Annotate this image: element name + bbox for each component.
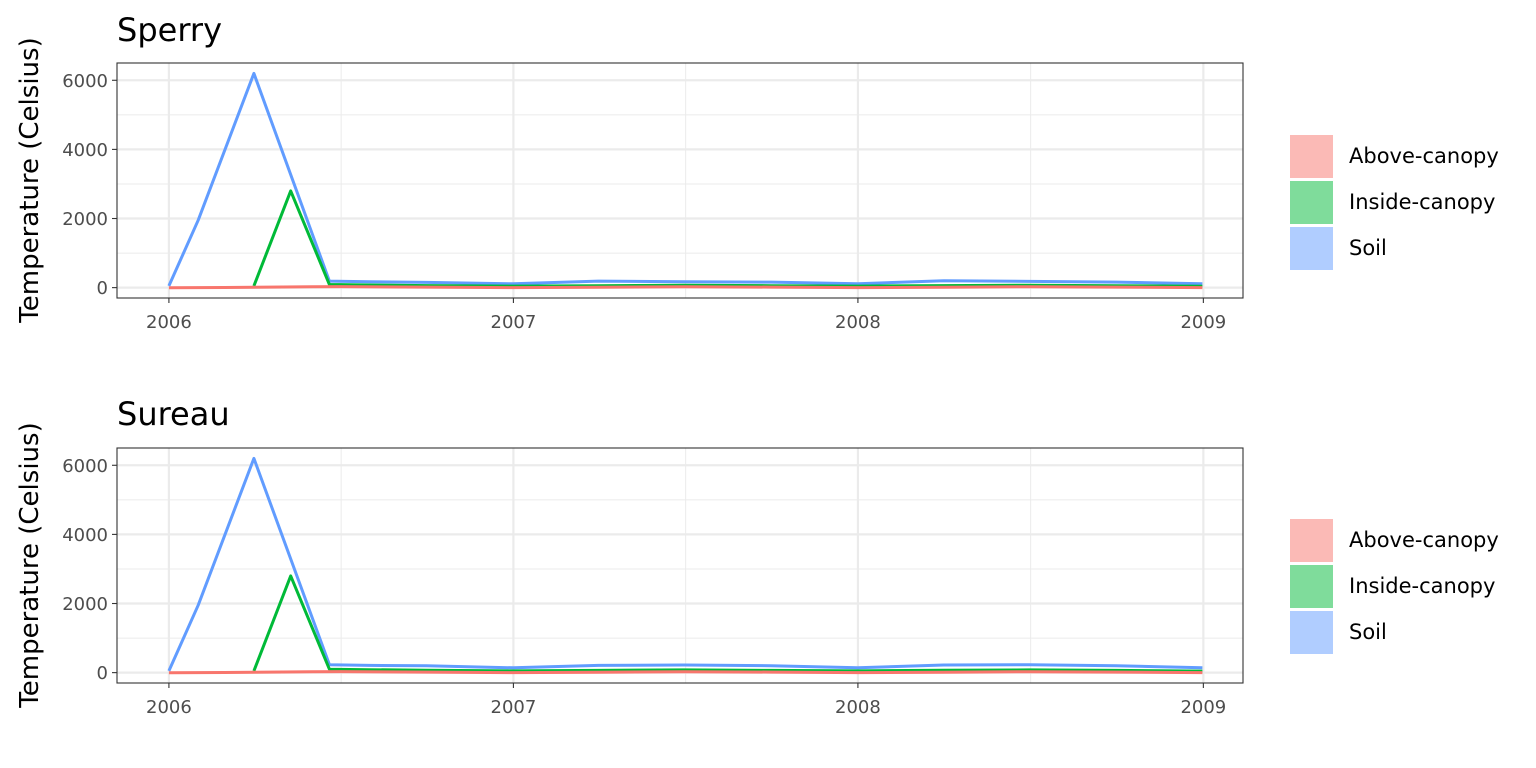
chart-title: Sperry (117, 11, 222, 49)
y-tick-label: 6000 (62, 456, 108, 477)
y-tick-label: 2000 (62, 209, 108, 230)
x-tick-label: 2006 (146, 312, 192, 333)
legend-key-soil (1290, 611, 1333, 654)
legend-label: Above-canopy (1349, 144, 1499, 168)
x-tick-label: 2007 (491, 312, 537, 333)
y-axis-label: Temperature (Celsius) (15, 37, 45, 323)
y-tick-label: 0 (97, 278, 108, 299)
legend-label: Soil (1349, 620, 1387, 644)
x-tick-label: 2007 (491, 697, 537, 718)
legend-label: Soil (1349, 236, 1387, 260)
y-tick-label: 4000 (62, 525, 108, 546)
legend-label: Inside-canopy (1349, 574, 1495, 598)
y-tick-label: 0 (97, 663, 108, 684)
y-tick-label: 4000 (62, 140, 108, 161)
series-line-soil (167, 71, 1203, 287)
x-tick-label: 2008 (835, 697, 881, 718)
legend-key-inside-canopy (1290, 181, 1333, 224)
panel-1: 0 2000 4000 6000 2006 2007 2008 2009 Sureau Tempe… (15, 395, 1499, 718)
x-tick-label: 2009 (1180, 312, 1226, 333)
plot-background (117, 63, 1243, 298)
y-axis-label: Temperature (Celsius) (15, 422, 45, 708)
panel-0: 0 2000 4000 6000 2006 2007 2008 2009 Sperry Tempe… (15, 11, 1499, 333)
legend-key-above-canopy (1290, 135, 1333, 178)
legend-label: Above-canopy (1349, 528, 1499, 552)
series-line-above-canopy (168, 670, 1203, 675)
legend-key-soil (1290, 227, 1333, 270)
legend-label: Inside-canopy (1349, 190, 1495, 214)
y-tick-label: 2000 (62, 594, 108, 615)
x-tick-label: 2009 (1180, 697, 1226, 718)
legend-key-above-canopy (1290, 519, 1333, 562)
legend-key-inside-canopy (1290, 565, 1333, 608)
plot-border (116, 447, 1244, 684)
series-line-above-canopy (168, 285, 1203, 290)
series-line-inside-canopy (252, 574, 1203, 673)
x-tick-label: 2008 (835, 312, 881, 333)
plot-border (116, 62, 1244, 299)
y-tick-label: 6000 (62, 71, 108, 92)
series-line-soil (167, 456, 1203, 672)
chart-title: Sureau (117, 395, 230, 433)
x-tick-label: 2006 (146, 697, 192, 718)
plot-background (117, 448, 1243, 683)
